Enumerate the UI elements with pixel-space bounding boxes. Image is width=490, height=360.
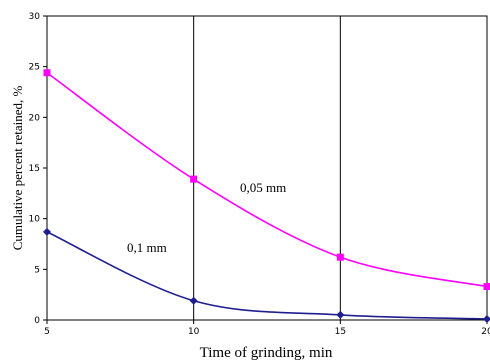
grid-lines — [193, 16, 341, 320]
data-point-diamond — [43, 227, 51, 236]
plot-area-frame — [46, 15, 488, 321]
y-tick-label: 15 — [29, 164, 40, 174]
y-tick-label: 25 — [29, 63, 40, 73]
x-tick-label: 5 — [44, 327, 50, 337]
y-tick-label: 20 — [29, 113, 41, 123]
data-point-square — [336, 253, 344, 261]
data-point-diamond — [189, 296, 198, 305]
x-axis-title: Time of grinding, min — [200, 345, 333, 360]
series-labels: 0,05 mm 0,1 mm — [127, 180, 286, 255]
series-label: 0,05 mm — [240, 180, 286, 195]
x-tick-label: 15 — [335, 327, 346, 337]
data-point-square — [43, 69, 51, 77]
x-tick-label: 10 — [188, 327, 200, 337]
series-line — [46, 72, 488, 288]
y-axis-title: Cumulative percent retained, % — [10, 86, 25, 251]
data-point-square — [190, 175, 198, 183]
y-axis-ticks: 0 5 10 15 20 25 30 — [29, 12, 47, 326]
x-axis-ticks: 5 10 15 20 — [44, 320, 490, 337]
data-point-diamond — [336, 310, 345, 319]
data-point-square — [483, 283, 490, 291]
data-point-diamond — [483, 314, 490, 323]
x-tick-label: 20 — [481, 327, 490, 337]
series-layer — [43, 69, 490, 323]
y-tick-label: 10 — [29, 215, 41, 225]
y-tick-label: 30 — [29, 12, 41, 22]
y-tick-label: 5 — [34, 265, 40, 275]
series-label: 0,1 mm — [127, 240, 167, 255]
series-line — [46, 231, 488, 320]
y-tick-label: 0 — [34, 316, 40, 326]
